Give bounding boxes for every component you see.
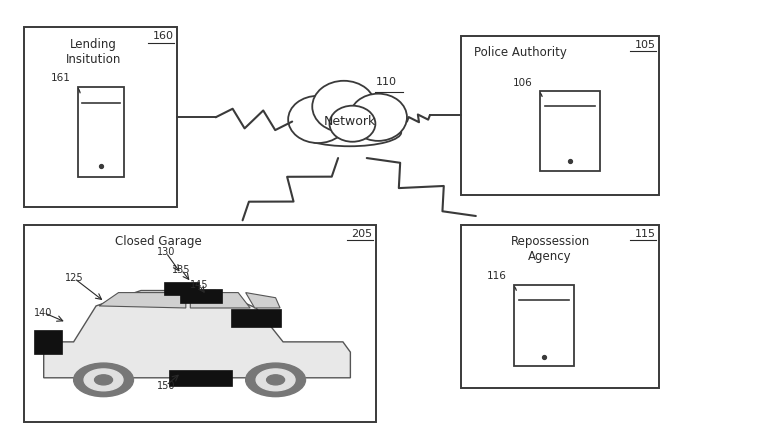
Ellipse shape: [313, 81, 376, 132]
Bar: [231, 309, 281, 327]
Text: 160: 160: [153, 32, 174, 41]
Bar: [180, 289, 222, 302]
Text: 105: 105: [634, 40, 656, 50]
Text: Network: Network: [323, 115, 376, 128]
Circle shape: [74, 363, 134, 397]
Circle shape: [266, 375, 285, 385]
Text: 130: 130: [157, 248, 175, 257]
Text: 106: 106: [513, 78, 532, 88]
Ellipse shape: [329, 106, 376, 142]
Text: Repossession
Agency: Repossession Agency: [511, 235, 590, 264]
Text: 115: 115: [634, 229, 656, 239]
Text: Closed Garage: Closed Garage: [114, 235, 201, 248]
Polygon shape: [190, 292, 250, 308]
Bar: [25, 225, 376, 422]
Bar: [515, 285, 574, 366]
Polygon shape: [246, 292, 280, 308]
Text: 145: 145: [190, 280, 208, 290]
Ellipse shape: [288, 96, 348, 143]
Bar: [540, 91, 600, 171]
Text: 116: 116: [487, 271, 507, 282]
Text: 150: 150: [157, 381, 175, 391]
Bar: [169, 370, 233, 386]
Text: 161: 161: [51, 73, 70, 83]
Circle shape: [84, 369, 123, 391]
Circle shape: [94, 375, 113, 385]
Bar: [25, 27, 177, 207]
Text: 135: 135: [172, 265, 190, 275]
Polygon shape: [44, 291, 350, 378]
Ellipse shape: [298, 118, 401, 146]
Text: Police Authority: Police Authority: [474, 47, 567, 60]
Text: 205: 205: [352, 229, 372, 239]
Bar: [461, 225, 660, 388]
Polygon shape: [99, 292, 186, 308]
Text: 125: 125: [65, 273, 84, 283]
Bar: [164, 282, 199, 295]
Text: Lending
Insitution: Lending Insitution: [65, 38, 121, 66]
Bar: [34, 330, 62, 354]
Bar: [461, 36, 660, 194]
Text: 140: 140: [35, 308, 53, 318]
Circle shape: [246, 363, 306, 397]
Text: 110: 110: [376, 77, 396, 87]
Circle shape: [257, 369, 295, 391]
Bar: [78, 87, 124, 177]
Ellipse shape: [349, 94, 407, 141]
